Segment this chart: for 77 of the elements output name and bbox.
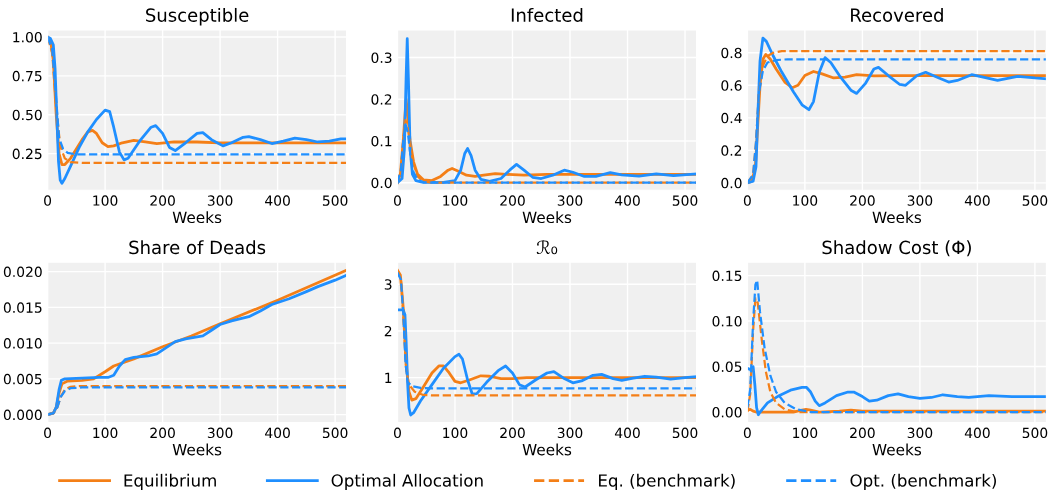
y-tick-label: 2 — [384, 325, 392, 337]
y-tick-label: 1.00 — [13, 31, 42, 43]
y-tick-label: 0.2 — [721, 145, 742, 156]
x-tick-label: 500 — [672, 195, 698, 206]
x-tick-label: 100 — [793, 427, 818, 439]
chart-title: ℛ₀ — [536, 239, 558, 255]
chart-title: Share of Deads — [129, 240, 266, 255]
x-axis-title: Weeks — [522, 211, 572, 224]
x-tick-label: 100 — [93, 195, 118, 206]
x-tick-label: 300 — [207, 427, 233, 439]
legend-label: Equilibrium — [124, 473, 216, 490]
x-tick-label: 200 — [150, 427, 175, 439]
x-tick-label: 0 — [44, 427, 52, 439]
x-tick-label: 0 — [44, 195, 52, 206]
x-tick-label: 0 — [743, 427, 751, 439]
y-tick-label: 0.50 — [12, 109, 42, 121]
x-tick-label: 500 — [1022, 427, 1048, 439]
y-tick-label: 0.010 — [3, 338, 42, 349]
x-axis-title: Weeks — [172, 443, 222, 456]
x-tick-label: 400 — [614, 427, 640, 439]
x-tick-label: 300 — [557, 427, 583, 439]
x-tick-label: 400 — [964, 427, 990, 439]
chart-title: Recovered — [851, 7, 943, 22]
y-tick-label: 0.75 — [12, 70, 42, 82]
x-tick-label: 400 — [265, 427, 290, 439]
chart-title: Infected — [511, 7, 583, 22]
y-tick-label: 0.020 — [3, 266, 42, 278]
y-tick-label: 0.1 — [371, 135, 392, 147]
x-tick-label: 0 — [743, 195, 751, 206]
x-tick-label: 500 — [672, 427, 698, 439]
y-tick-label: 0.10 — [712, 316, 742, 327]
x-axis-title: Weeks — [872, 443, 922, 456]
x-axis-title: Weeks — [172, 211, 222, 224]
y-tick-label: 0.0 — [721, 177, 742, 189]
x-axis-title: Weeks — [872, 211, 922, 224]
x-tick-label: 100 — [793, 195, 818, 206]
y-tick-label: 0.000 — [3, 409, 42, 421]
y-tick-label: 0.00 — [712, 407, 742, 418]
y-tick-label: 0.05 — [712, 361, 742, 373]
x-tick-label: 0 — [393, 195, 401, 206]
chart-title: Shadow Cost (Φ) — [822, 240, 971, 257]
y-tick-label: 3 — [384, 279, 392, 290]
legend-label: Opt. (benchmark) — [850, 473, 996, 490]
y-tick-label: 0.8 — [721, 47, 742, 59]
y-tick-label: 0.6 — [721, 80, 742, 91]
x-tick-label: 100 — [93, 427, 118, 439]
y-tick-label: 0.3 — [371, 52, 392, 64]
x-tick-label: 200 — [500, 427, 525, 439]
y-tick-label: 0.0 — [371, 177, 392, 189]
legend-label: Optimal Allocation — [331, 473, 483, 490]
x-tick-label: 300 — [557, 195, 583, 206]
x-tick-label: 500 — [322, 427, 348, 439]
y-tick-label: 0.005 — [3, 373, 42, 385]
y-tick-label: 1 — [385, 372, 392, 383]
y-tick-label: 0.25 — [12, 148, 42, 160]
x-tick-label: 300 — [907, 427, 933, 439]
x-tick-label: 200 — [850, 195, 875, 206]
x-tick-label: 100 — [443, 427, 468, 439]
x-tick-label: 400 — [614, 195, 640, 206]
x-tick-label: 0 — [393, 427, 401, 439]
y-tick-label: 0.4 — [721, 112, 742, 124]
x-tick-label: 200 — [150, 195, 175, 206]
x-tick-label: 400 — [265, 195, 290, 206]
y-tick-label: 0.2 — [371, 94, 392, 105]
y-tick-label: 0.15 — [712, 270, 742, 282]
x-tick-label: 200 — [850, 427, 875, 439]
x-tick-label: 200 — [500, 195, 525, 206]
x-tick-label: 500 — [322, 195, 348, 206]
x-tick-label: 500 — [1022, 195, 1048, 206]
x-axis-title: Weeks — [522, 443, 572, 456]
x-tick-label: 100 — [443, 195, 468, 206]
chart-title: Susceptible — [146, 7, 249, 26]
x-tick-label: 400 — [964, 195, 990, 206]
legend-label: Eq. (benchmark) — [599, 473, 735, 490]
x-tick-label: 300 — [207, 195, 233, 206]
x-tick-label: 300 — [907, 195, 933, 206]
y-tick-label: 0.015 — [3, 302, 42, 313]
